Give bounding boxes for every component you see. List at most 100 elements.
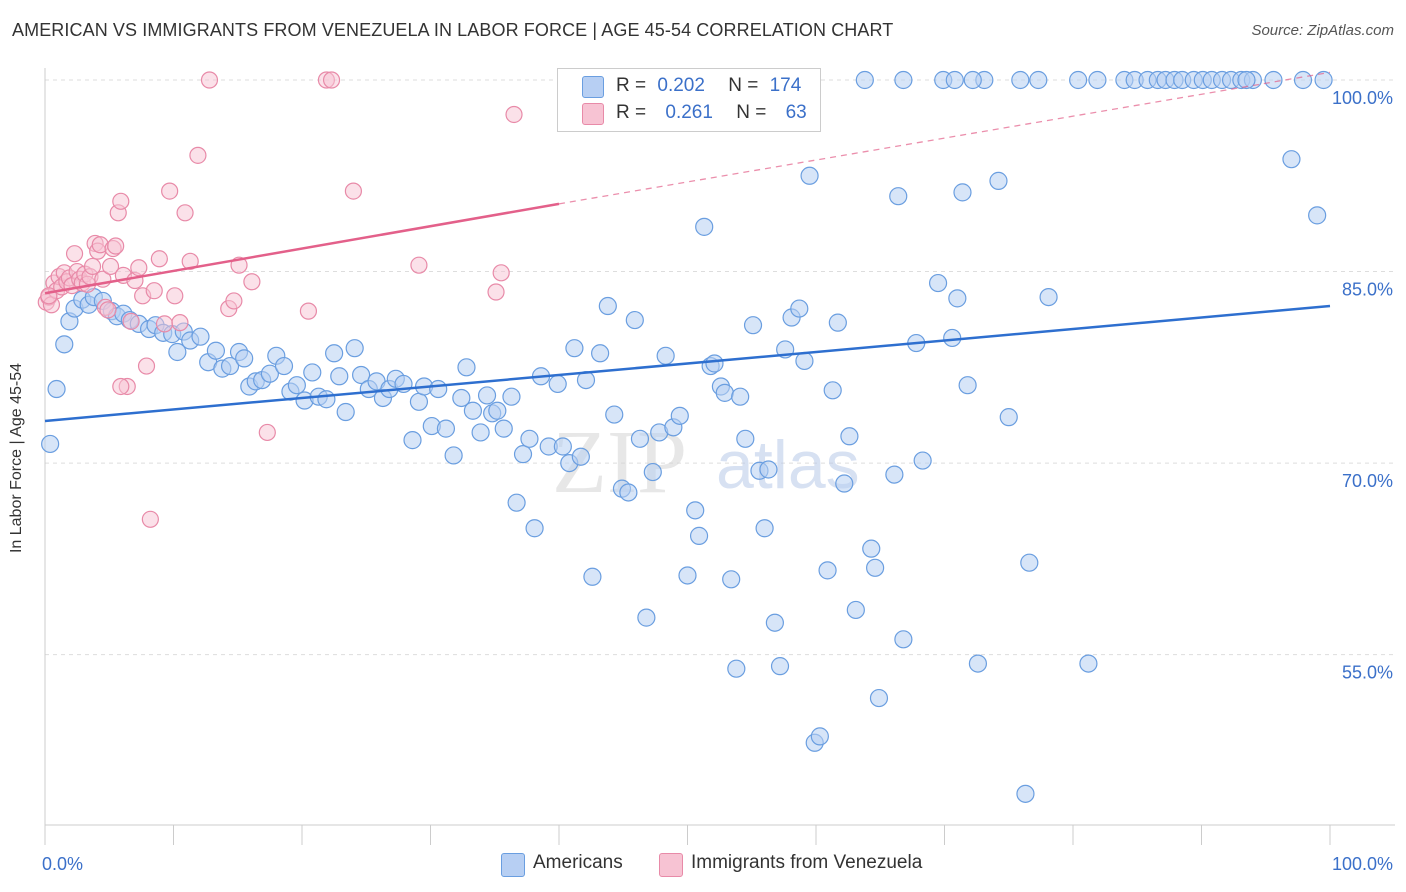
venezuela-point: [322, 71, 341, 89]
american-point: [1308, 206, 1327, 225]
american-point: [1293, 70, 1313, 90]
venezuela-point: [112, 377, 130, 396]
american-point: [770, 657, 790, 676]
american-point: [513, 445, 533, 464]
american-point: [989, 171, 1008, 190]
american-point: [598, 296, 617, 316]
american-point: [894, 630, 913, 649]
american-point: [477, 386, 497, 405]
tick-labels: 100.0% 85.0% 70.0% 55.0% 0.0% 100.0%: [42, 88, 1393, 874]
venezuela-point: [487, 283, 505, 301]
venezuela-point: [166, 287, 184, 305]
venezuela-point: [130, 259, 148, 277]
american-point: [625, 310, 644, 330]
american-point: [695, 217, 714, 236]
r-label: R =: [616, 102, 647, 123]
n-label: N =: [736, 102, 767, 123]
american-point: [656, 346, 675, 365]
american-point: [220, 356, 240, 376]
american-point: [1011, 70, 1030, 90]
american-point: [715, 383, 734, 402]
americans-trend-line: [44, 304, 1331, 423]
american-point: [47, 379, 66, 399]
venezuela-point: [122, 312, 140, 330]
venezuela-point: [150, 250, 168, 268]
venezuela-point: [83, 257, 102, 276]
american-point: [583, 567, 602, 586]
american-point: [630, 429, 650, 448]
american-point: [862, 539, 881, 558]
venezuela-point: [171, 314, 189, 332]
american-point: [835, 474, 854, 493]
american-point: [958, 376, 977, 395]
american-point: [866, 558, 885, 577]
venezuela-point: [176, 204, 194, 222]
american-point: [928, 273, 948, 293]
americans-swatch: [582, 76, 604, 98]
american-point: [889, 187, 908, 206]
american-point: [855, 70, 874, 90]
american-point: [727, 659, 746, 678]
american-point: [168, 342, 187, 362]
n-value: 63: [785, 102, 807, 123]
american-point: [1020, 553, 1039, 572]
american-point: [336, 402, 355, 422]
american-point: [1314, 70, 1333, 90]
venezuela-point: [161, 182, 179, 200]
american-point: [565, 339, 584, 358]
r-value: 0.202: [657, 75, 705, 96]
venezuela-point: [101, 257, 120, 276]
american-point: [800, 166, 819, 185]
venezuela-point: [137, 357, 156, 375]
american-point: [678, 566, 697, 585]
american-point: [736, 429, 755, 448]
american-point: [507, 493, 526, 512]
chart-title: AMERICAN VS IMMIGRANTS FROM VENEZUELA IN…: [12, 20, 894, 40]
venezuela-points: [37, 71, 523, 528]
r-value: 0.261: [665, 102, 713, 123]
n-label: N =: [728, 75, 759, 96]
american-point: [330, 367, 349, 386]
american-point: [818, 561, 837, 580]
american-point: [686, 501, 705, 520]
venezuela-point: [141, 510, 159, 528]
american-point: [494, 419, 513, 438]
american-point: [795, 351, 814, 371]
american-point: [429, 379, 448, 399]
y-axis-label: In Labor Force | Age 45-54: [8, 362, 25, 554]
american-point: [325, 344, 344, 363]
american-point: [670, 406, 689, 425]
american-point: [571, 447, 590, 466]
american-point: [743, 316, 763, 335]
american-point: [235, 349, 254, 368]
venezuela-swatch: [582, 103, 604, 125]
american-point: [525, 519, 544, 538]
venezuela-point: [99, 301, 117, 319]
americans-legend-swatch: [501, 853, 525, 877]
american-point: [502, 387, 521, 406]
american-point: [520, 429, 539, 448]
venezuela-point: [492, 264, 510, 282]
watermark: ZIP atlas: [552, 413, 860, 512]
american-point: [968, 654, 988, 673]
american-point: [913, 451, 932, 470]
american-point: [755, 519, 774, 538]
venezuela-point: [181, 252, 199, 270]
x-tick-label-max: 100.0%: [1332, 854, 1393, 874]
american-point: [810, 727, 829, 746]
legend-venezuela-text: R = 0.261 N = 63: [616, 102, 807, 124]
americans-points: [41, 70, 1333, 803]
american-point: [643, 462, 662, 482]
american-point: [846, 600, 865, 620]
y-tick-label-0: 100.0%: [1332, 88, 1393, 108]
american-point: [457, 358, 476, 377]
american-point: [1282, 150, 1301, 169]
american-point: [1029, 70, 1048, 90]
american-point: [317, 390, 336, 409]
american-point: [303, 363, 322, 382]
american-point: [999, 408, 1018, 427]
correlation-legend: R = 0.202 N = 174 R = 0.261 N = 63: [557, 68, 821, 132]
american-point: [689, 526, 709, 545]
american-point: [274, 356, 294, 376]
